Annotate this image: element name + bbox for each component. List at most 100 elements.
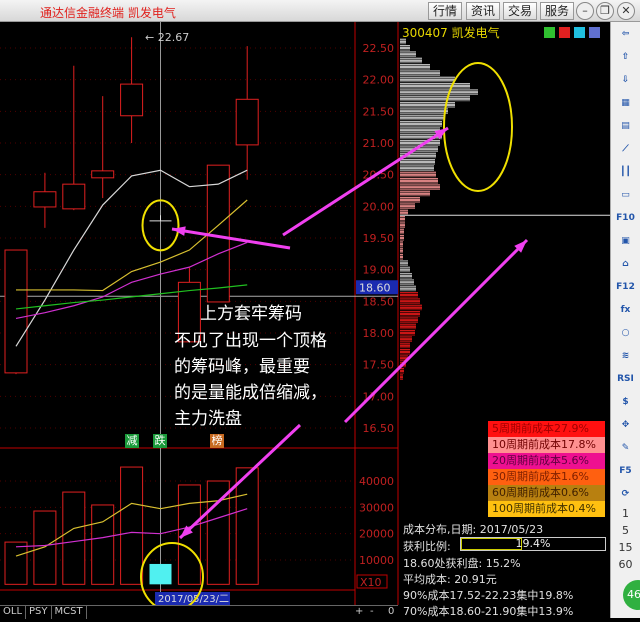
chip-bar — [400, 266, 410, 273]
chip-bar — [400, 247, 403, 254]
current-price-label: 18.60 — [359, 281, 391, 294]
arrow-down-icon[interactable]: ⇩ — [621, 75, 630, 85]
average-cost: 平均成本: 20.91元 — [403, 573, 497, 586]
badge-46[interactable]: 46 — [623, 580, 640, 610]
volume-bar — [120, 466, 144, 585]
price-tick: 16.50 — [363, 422, 395, 435]
f10-icon[interactable]: F10 — [616, 213, 635, 223]
minimize-button[interactable]: – — [576, 2, 594, 20]
highlight-ellipse — [141, 199, 180, 252]
flag-icon[interactable] — [559, 27, 570, 38]
f5-icon[interactable]: F5 — [619, 466, 632, 476]
tab-psy[interactable]: PSY — [26, 606, 52, 619]
chip-bar — [400, 133, 442, 140]
cost-date: 成本分布,日期: 2017/05/23 — [403, 523, 544, 536]
fx-icon[interactable]: fx — [620, 305, 631, 315]
chip-bar — [400, 241, 403, 247]
period-60[interactable]: 60 — [618, 558, 633, 571]
chip-bar — [400, 285, 416, 292]
volume-tick: 20000 — [359, 528, 394, 541]
profit-label: 获利比例: — [403, 540, 451, 553]
chip-bar — [400, 152, 436, 159]
annotation-line-5: 主力洗盘 — [174, 409, 242, 429]
arrow-left-icon[interactable]: ⇦ — [621, 29, 630, 39]
annotation-line-1: 上方套牢筹码 — [200, 304, 302, 324]
panel-icon[interactable]: ▭ — [621, 190, 630, 200]
kline-chart[interactable]: 22.5022.0021.5021.0020.5020.0019.5019.00… — [0, 22, 610, 618]
tab-mcst[interactable]: MCST — [52, 606, 87, 619]
market-button[interactable]: 行情 — [428, 2, 463, 20]
reset-button[interactable]: 0 — [388, 606, 395, 617]
price-tick: 18.50 — [363, 295, 395, 308]
profit-at-price: 18.60处获利盘: 15.2% — [403, 557, 521, 570]
volume-ma-line-1 — [15, 508, 248, 548]
house-icon[interactable]: ⌂ — [622, 259, 629, 269]
next-icon[interactable] — [574, 27, 585, 38]
window-icon[interactable]: ▦ — [621, 98, 630, 108]
profit-ratio-value: 19.4% — [515, 537, 551, 550]
ma-line-0 — [15, 169, 248, 347]
candle-icon[interactable]: ┃┃ — [620, 167, 631, 177]
signal-reduce[interactable]: 减 — [125, 434, 139, 448]
candle-body — [206, 164, 230, 303]
refresh-icon[interactable]: ⟳ — [621, 489, 630, 499]
rsi-icon[interactable]: RSI — [617, 374, 634, 384]
candle-body — [235, 98, 259, 146]
cost-legend-item: 60周期前成本0.6% — [488, 485, 605, 501]
volume-bar — [91, 504, 115, 585]
zoom-out-button[interactable]: - — [370, 606, 374, 617]
period-15[interactable]: 15 — [618, 541, 633, 554]
volume-bar — [33, 510, 57, 585]
chip-bar — [400, 209, 408, 216]
restore-button[interactable]: ❐ — [596, 2, 614, 20]
chip-bar — [400, 367, 404, 374]
volume-bar — [4, 541, 28, 585]
volume-bar — [177, 484, 201, 585]
candle-body — [62, 183, 86, 210]
chip-bar — [400, 76, 455, 83]
signal-fall[interactable]: 跌 — [153, 434, 167, 448]
tab-oll[interactable]: OLL — [0, 606, 27, 619]
pencil-icon[interactable]: ✎ — [621, 443, 630, 453]
chip-bar — [400, 310, 420, 317]
circle-icon[interactable]: ○ — [621, 328, 630, 338]
current-price-badge — [356, 280, 398, 295]
f12-icon[interactable]: F12 — [616, 282, 635, 292]
chip-bar — [400, 120, 442, 127]
trade-button[interactable]: 交易 — [503, 2, 538, 20]
cost-legend-item: 5周期前成本27.9% — [488, 421, 605, 437]
annotation-line-4: 的是量能成倍缩减， — [174, 383, 327, 403]
annotation-line-3: 的筹码峰，最重要 — [174, 357, 310, 377]
price-tick: 19.00 — [363, 264, 395, 277]
line-chart-icon[interactable]: ⟋ — [622, 144, 629, 154]
service-button[interactable]: 服务 — [540, 2, 575, 20]
volume-bar — [62, 491, 86, 585]
chip-bar — [400, 253, 403, 260]
price-tick: 19.50 — [363, 232, 395, 245]
doc-icon[interactable]: ▣ — [621, 236, 630, 246]
move-icon[interactable]: ✥ — [621, 420, 630, 430]
candle-body — [4, 249, 28, 374]
chip-bar — [400, 127, 440, 133]
arrow-up-icon[interactable]: ⇧ — [621, 52, 630, 62]
close-button[interactable]: ✕ — [617, 2, 635, 20]
wave-icon[interactable]: ≋ — [621, 351, 630, 361]
news-button[interactable]: 资讯 — [466, 2, 501, 20]
price-tick: 22.00 — [363, 74, 395, 87]
volume-tick: 10000 — [359, 554, 394, 567]
title-bar: 通达信金融终端 凯发电气 行情 资讯 交易 服务 – ❐ ✕ — [0, 0, 640, 22]
cost-legend-item: 10周期前成本17.8% — [488, 437, 605, 453]
grid-icon[interactable]: ▤ — [621, 121, 630, 131]
chip-bar — [400, 165, 434, 171]
cost-70: 70%成本18.60-21.90集中13.9% — [403, 605, 574, 618]
signal-list[interactable]: 榜 — [210, 434, 224, 448]
period-1[interactable]: 1 — [622, 507, 629, 520]
period-5[interactable]: 5 — [622, 524, 629, 537]
ma-line-2 — [15, 241, 248, 320]
annotation-line-2: 不见了出现一个顶格 — [174, 331, 327, 351]
grid-icon[interactable] — [589, 27, 600, 38]
zoom-in-button[interactable]: + — [355, 606, 364, 617]
dollar-icon[interactable]: $ — [622, 397, 629, 407]
indicator-icon[interactable] — [544, 27, 555, 38]
chart-area[interactable]: 22.50 22.00 21.50 21.00 20.50 20.00 19.50 19.00… — [0, 22, 610, 618]
